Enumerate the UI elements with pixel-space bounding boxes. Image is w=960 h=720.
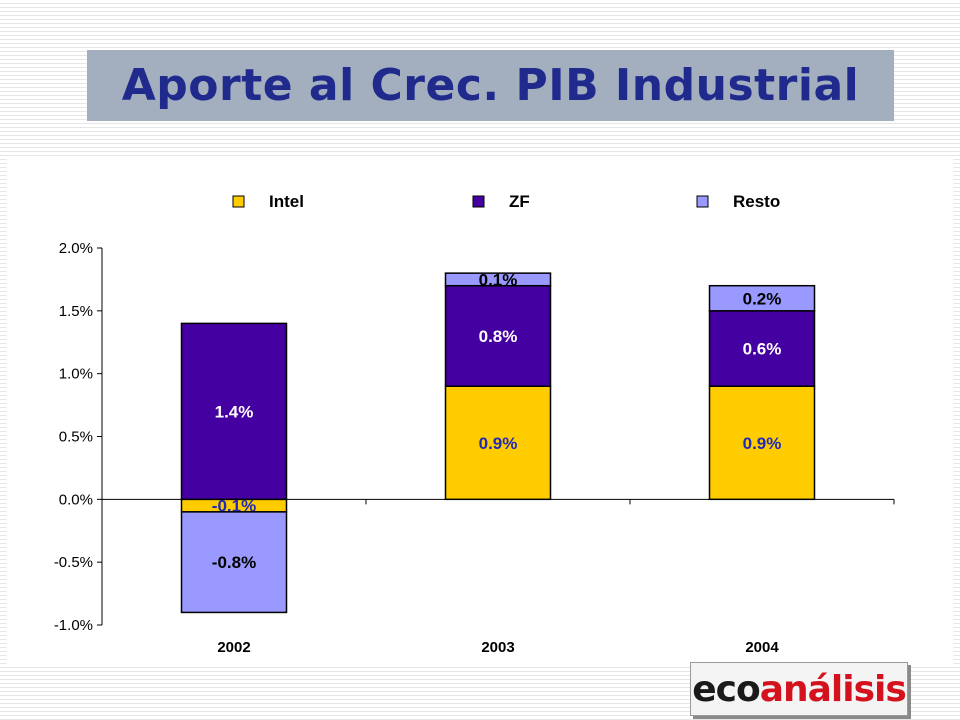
y-tick-label: 0.5%	[59, 429, 93, 446]
bar-segment-zf	[708, 310, 816, 387]
bar-segment-resto	[444, 272, 552, 287]
legend-swatch-zf	[472, 195, 485, 208]
data-label-zf: 1.4%	[215, 402, 254, 421]
data-label-resto: -0.8%	[212, 553, 256, 572]
ecoanalisis-logo: ecoanálisis	[690, 662, 908, 716]
chart-panel: 2.0% 1.5% 1.0% 0.5% 0.0% -0.5% -1.0% 2002 2003 20…	[7, 157, 953, 665]
legend-swatch-resto	[696, 195, 709, 208]
logo-text-eco: eco	[692, 668, 760, 710]
x-category-label: 2004	[745, 639, 779, 656]
data-label-intel: 0.9%	[743, 434, 782, 453]
data-label-zf: 0.8%	[479, 327, 518, 346]
y-tick-label: 0.0%	[59, 491, 93, 508]
data-label-zf: 0.6%	[743, 340, 782, 359]
logo-text-analisis: análisis	[759, 668, 907, 710]
x-category-label: 2003	[481, 639, 514, 656]
y-tick-label: -1.0%	[54, 617, 93, 634]
title-banner: Aporte al Crec. PIB Industrial	[87, 50, 894, 121]
bar-segment-intel	[708, 385, 816, 501]
legend-label-intel: Intel	[269, 192, 304, 211]
bar-segment-zf	[180, 322, 288, 501]
y-tick-label: -0.5%	[54, 554, 93, 571]
y-tick-label: 2.0%	[59, 240, 93, 257]
bar-segment-resto	[180, 511, 288, 614]
y-tick-label: 1.5%	[59, 303, 93, 320]
legend-swatch-intel	[232, 195, 245, 208]
bar-segment-zf	[444, 284, 552, 387]
chart-title: Aporte al Crec. PIB Industrial	[121, 60, 860, 111]
y-tick-label: 1.0%	[59, 366, 93, 383]
data-label-resto: 0.2%	[743, 289, 782, 308]
stacked-bar-chart: 2.0% 1.5% 1.0% 0.5% 0.0% -0.5% -1.0% 2002 2003 20…	[54, 192, 895, 656]
data-label-resto: 0.1%	[479, 270, 518, 289]
legend-label-resto: Resto	[733, 192, 780, 211]
bar-segment-intel	[444, 385, 552, 501]
bar-segment-resto	[708, 284, 816, 312]
data-label-intel: 0.9%	[479, 434, 518, 453]
x-category-label: 2002	[217, 639, 250, 656]
data-label-intel: -0.1%	[212, 497, 256, 516]
legend-label-zf: ZF	[509, 192, 530, 211]
